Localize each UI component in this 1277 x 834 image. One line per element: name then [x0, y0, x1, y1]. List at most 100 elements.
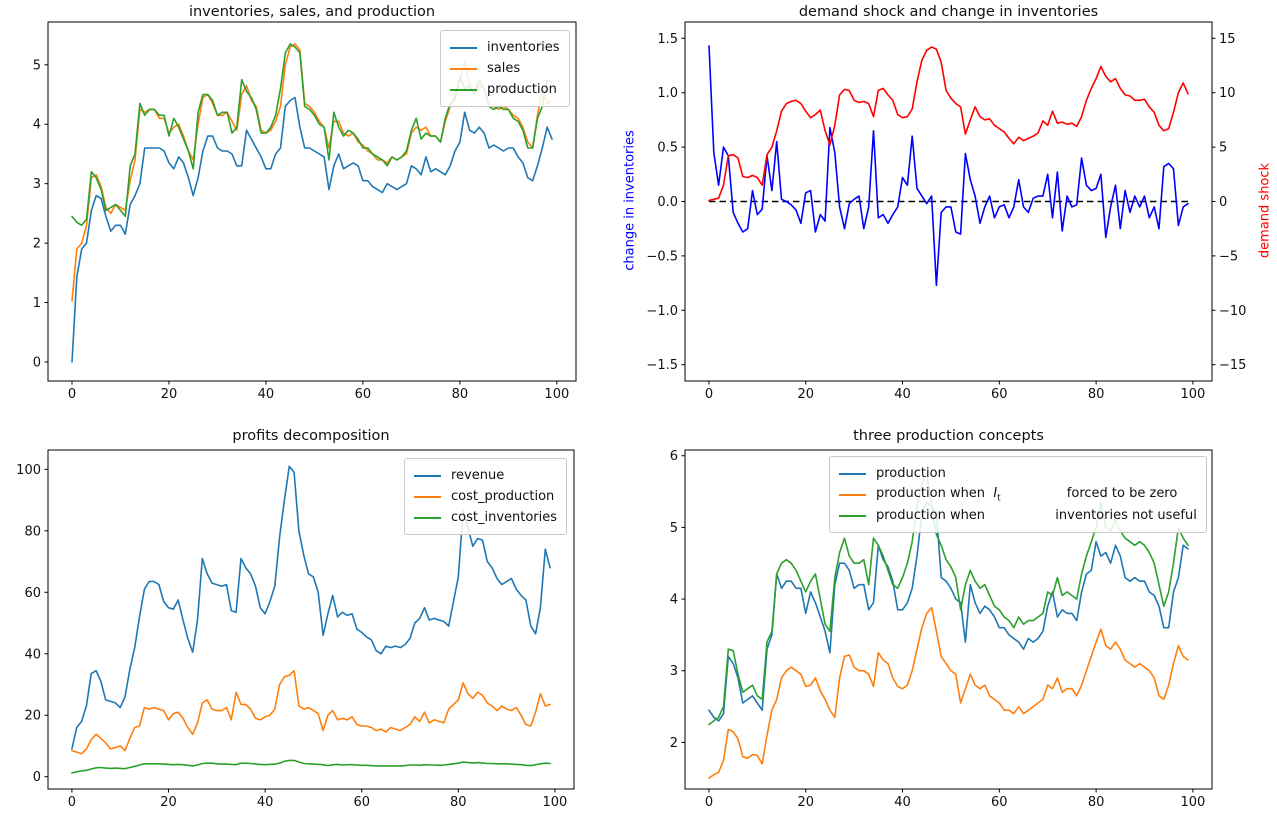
x-tick-label: 80 — [452, 387, 469, 402]
legend-line-sample — [414, 516, 441, 519]
chart-canvas-3: 0 20 40 60 80 100 2 3 4 5 6 — [670, 449, 1213, 810]
y-tick-label: 4 — [33, 118, 41, 133]
y-right-tick-label: 15 — [1219, 32, 1236, 47]
legend-item-label: inventories — [487, 40, 560, 55]
x-tick-label: 60 — [355, 387, 372, 402]
series-line-cost-inventories — [71, 759, 551, 774]
legend-item: production when inventories not useful — [839, 505, 1197, 526]
y-tick-label: 2 — [670, 736, 678, 751]
x-tick-label: 80 — [450, 795, 467, 810]
legend-item-label: sales — [487, 61, 521, 76]
legend-item-label: cost_inventories — [451, 510, 558, 525]
x-tick-label: 20 — [161, 387, 178, 402]
subplot-three-production-concepts: 0 20 40 60 80 100 2 3 4 5 6 production production wh… — [638, 417, 1277, 834]
x-tick-label: 0 — [68, 387, 76, 402]
x-tick-label: 100 — [543, 795, 568, 810]
x-tick-label: 60 — [991, 795, 1008, 810]
legend-item: sales — [450, 58, 560, 79]
y-tick-label: −0.5 — [646, 249, 678, 264]
x-tick-label: 40 — [894, 387, 911, 402]
y-tick-label: 5 — [670, 521, 678, 536]
x-tick-label: 100 — [544, 387, 569, 402]
x-tick-label: 40 — [257, 795, 274, 810]
x-tick-label: 40 — [258, 387, 275, 402]
x-tick-label: 60 — [353, 795, 370, 810]
y-tick-label: 5 — [33, 58, 41, 73]
y-tick-label: 0 — [33, 770, 41, 785]
legend-item: revenue — [414, 465, 557, 486]
y-tick-label: 1.5 — [657, 32, 678, 47]
x-tick-label: 20 — [797, 387, 814, 402]
y-right-tick-label: −10 — [1219, 304, 1246, 319]
chart-title-profits-decomposition: profits decomposition — [232, 428, 390, 444]
legend-line-sample — [414, 495, 441, 498]
legend-item-label: production — [876, 466, 946, 481]
y-tick-label: 0.5 — [657, 141, 678, 156]
y-axis-label-demand-shock: demand shock — [1257, 162, 1273, 259]
y-tick-label: 100 — [16, 463, 41, 478]
legend-item-label: cost_production — [451, 489, 555, 504]
y-right-tick-label: 5 — [1219, 141, 1227, 156]
y-tick-label: 3 — [33, 177, 41, 192]
chart-canvas-1: 0 20 40 60 80 1001.51.00.50.0−0.5−1.0−1.51510… — [646, 21, 1246, 402]
legend-item-label: production when It forced to be zero — [876, 485, 1178, 504]
legend: revenue cost_production cost_inventories — [404, 458, 568, 535]
series-line-revenue — [71, 465, 551, 750]
subplot-inventories-sales-production: 0 20 40 60 80 100 0 1 2 3 4 5 inventories sales produc… — [0, 0, 638, 417]
series-line-inventories — [71, 96, 553, 363]
legend-line-sample — [450, 88, 477, 91]
y-tick-label: 2 — [33, 237, 41, 252]
y-tick-label: 1 — [33, 296, 41, 311]
legend-line-sample — [450, 67, 477, 70]
legend-item: cost_production — [414, 486, 557, 507]
x-tick-label: 80 — [1088, 387, 1105, 402]
legend-item-label: production when inventories not useful — [876, 508, 1197, 523]
series-line-cost-production — [71, 669, 551, 755]
legend-line-sample — [450, 46, 477, 49]
y-tick-label: 4 — [670, 593, 678, 608]
chart-title-demand-shock: demand shock and change in inventories — [798, 4, 1099, 20]
y-tick-label: 6 — [670, 449, 678, 464]
legend: production production when It forced to b… — [829, 456, 1207, 533]
legend: inventories sales production — [440, 30, 570, 107]
y-right-tick-label: −5 — [1219, 249, 1238, 264]
legend-item: inventories — [450, 37, 560, 58]
series-line-change-in-inventories — [708, 45, 1189, 287]
chart-canvas-2: 0 20 40 60 80 100 0 20 40 60 80 100 — [16, 449, 575, 810]
x-tick-label: 0 — [68, 795, 76, 810]
legend-item-label: production — [487, 82, 557, 97]
legend-line-sample — [414, 474, 441, 477]
y-axis-label-change-in-inventories: change in inventories — [622, 130, 638, 271]
y-tick-label: 0 — [33, 355, 41, 370]
x-tick-label: 100 — [1180, 795, 1205, 810]
y-tick-label: 20 — [24, 709, 41, 724]
legend-item: production — [450, 79, 560, 100]
series-line-production — [708, 501, 1189, 722]
legend-item: cost_inventories — [414, 507, 557, 528]
y-tick-label: 3 — [670, 664, 678, 679]
y-tick-label: 1.0 — [657, 86, 678, 101]
x-tick-label: 100 — [1180, 387, 1205, 402]
legend-line-sample — [839, 514, 866, 517]
series-line-production-when-i-t-forced-to-be-zero — [708, 606, 1189, 780]
y-tick-label: 60 — [24, 586, 41, 601]
chart-title-inventories-sales-production: inventories, sales, and production — [188, 4, 436, 20]
y-right-tick-label: 0 — [1219, 195, 1227, 210]
legend-line-sample — [839, 472, 866, 475]
x-tick-label: 0 — [705, 795, 713, 810]
y-right-tick-label: 10 — [1219, 86, 1236, 101]
y-tick-label: 80 — [24, 524, 41, 539]
y-tick-label: −1.0 — [646, 304, 678, 319]
x-tick-label: 0 — [705, 387, 713, 402]
legend-item-label: revenue — [451, 468, 505, 483]
y-tick-label: 40 — [24, 647, 41, 662]
y-tick-label: 0.0 — [657, 195, 678, 210]
y-tick-label: −1.5 — [646, 358, 678, 373]
x-tick-label: 40 — [894, 795, 911, 810]
x-tick-label: 60 — [991, 387, 1008, 402]
subplot-profits-decomposition: 0 20 40 60 80 100 0 20 40 60 80 100 revenue cost_prod… — [0, 417, 638, 834]
chart-title-three-production-concepts: three production concepts — [853, 428, 1044, 444]
legend-line-sample — [839, 493, 866, 496]
x-tick-label: 20 — [160, 795, 177, 810]
